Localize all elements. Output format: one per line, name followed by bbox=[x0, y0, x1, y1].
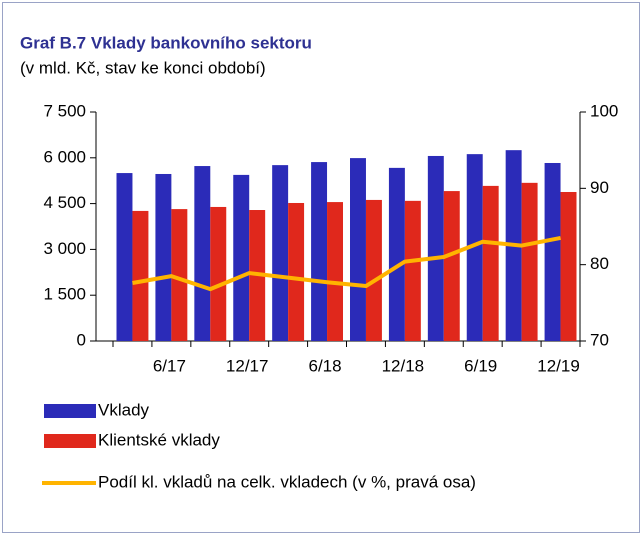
legend-label: Klientské vklady bbox=[98, 430, 220, 449]
y2-tick-label: 80 bbox=[590, 254, 609, 273]
y-tick-label: 1 500 bbox=[43, 285, 86, 304]
bar bbox=[365, 199, 382, 341]
bar bbox=[544, 162, 561, 341]
y-tick-label: 0 bbox=[77, 330, 86, 349]
bar bbox=[350, 158, 366, 341]
bar bbox=[560, 191, 577, 341]
bar bbox=[521, 182, 538, 341]
y2-tick-label: 100 bbox=[590, 101, 618, 120]
legend-swatch bbox=[44, 404, 96, 418]
bar bbox=[311, 162, 328, 341]
y2-tick-label: 90 bbox=[590, 178, 609, 197]
chart-title: Graf B.7 Vklady bankovního sektoru bbox=[20, 33, 312, 52]
x-tick-label: 12/19 bbox=[537, 356, 580, 375]
bar bbox=[171, 209, 188, 341]
y-tick-label: 4 500 bbox=[43, 193, 86, 212]
y-tick-label: 7 500 bbox=[43, 101, 86, 120]
legend-label: Vklady bbox=[98, 400, 150, 419]
bar bbox=[288, 202, 305, 341]
bar bbox=[272, 165, 289, 341]
x-tick-label: 6/18 bbox=[308, 356, 341, 375]
x-tick-label: 12/18 bbox=[382, 356, 425, 375]
y-tick-label: 6 000 bbox=[43, 147, 86, 166]
bar bbox=[233, 174, 250, 341]
bar bbox=[427, 155, 444, 341]
x-tick-label: 6/17 bbox=[153, 356, 186, 375]
x-tick-label: 6/19 bbox=[464, 356, 497, 375]
chart-subtitle: (v mld. Kč, stav ke konci období) bbox=[20, 58, 266, 77]
bar bbox=[132, 210, 149, 341]
bar bbox=[327, 202, 343, 341]
legend-label: Podíl kl. vkladů na celk. vkladech (v %,… bbox=[98, 472, 476, 491]
bar bbox=[116, 173, 133, 341]
legend-swatch bbox=[44, 434, 96, 448]
bar bbox=[482, 185, 499, 341]
y-tick-label: 3 000 bbox=[43, 239, 86, 258]
bar bbox=[443, 191, 460, 341]
bar bbox=[194, 166, 211, 341]
bar bbox=[210, 206, 227, 341]
bar bbox=[466, 154, 483, 341]
x-tick-label: 12/17 bbox=[226, 356, 269, 375]
bar bbox=[155, 173, 172, 341]
y2-tick-label: 70 bbox=[590, 330, 609, 349]
line bbox=[132, 235, 561, 292]
bar bbox=[404, 200, 421, 341]
bar bbox=[388, 167, 405, 341]
